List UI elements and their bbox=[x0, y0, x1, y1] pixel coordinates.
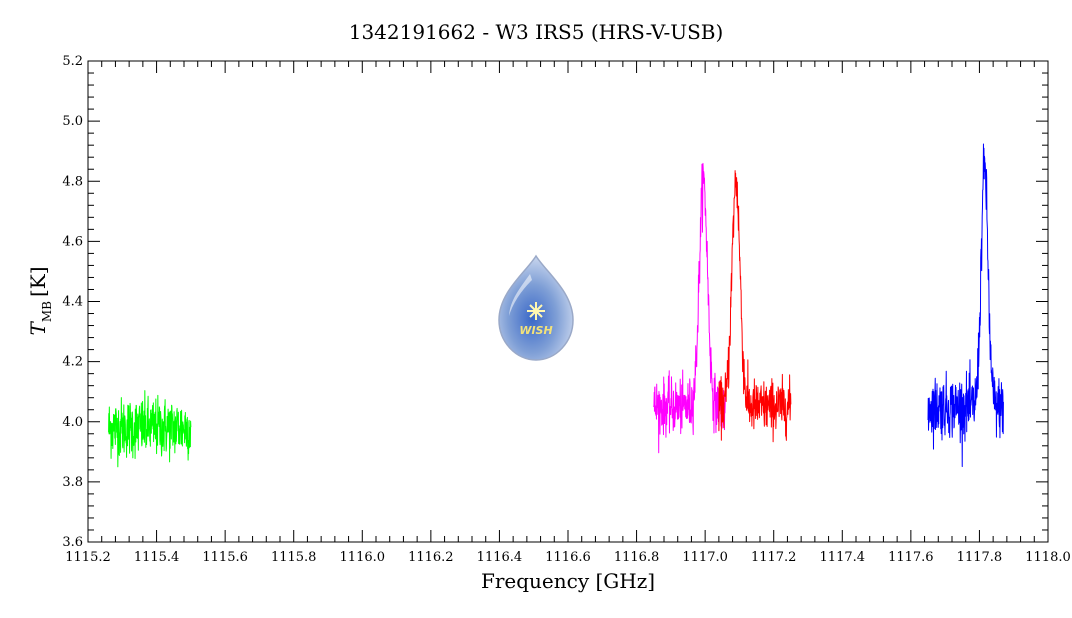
y-axis-label-main: T bbox=[26, 321, 50, 336]
x-tick-label: 1115.4 bbox=[134, 550, 180, 565]
spectrum-series-3 bbox=[718, 170, 792, 443]
x-tick-label: 1117.8 bbox=[957, 550, 1003, 565]
spectrum-series-2 bbox=[653, 162, 727, 454]
x-tick-label: 1117.2 bbox=[751, 550, 797, 565]
y-tick-label: 4.0 bbox=[62, 415, 83, 430]
x-tick-label: 1115.2 bbox=[65, 550, 111, 565]
y-tick-label: 4.4 bbox=[62, 295, 83, 310]
series-layer bbox=[108, 143, 1004, 468]
x-axis-label: Frequency [GHz] bbox=[481, 569, 655, 593]
x-tick-label: 1116.2 bbox=[408, 550, 454, 565]
x-tick-label: 1117.6 bbox=[888, 550, 934, 565]
spectrum-series-4 bbox=[927, 143, 1004, 468]
x-tick-label: 1117.0 bbox=[682, 550, 728, 565]
y-axis-label-subscript: MB bbox=[40, 301, 54, 322]
spectrum-series-1 bbox=[108, 390, 192, 468]
y-tick-label: 4.6 bbox=[62, 234, 83, 249]
y-tick-label: 3.8 bbox=[62, 475, 83, 490]
wish-logo-text: WISH bbox=[519, 324, 552, 337]
x-axis: 1115.2 1115.4 1115.6 1115.8 1116.0 1116.2 1116… bbox=[65, 61, 1071, 565]
y-tick-label: 4.2 bbox=[62, 355, 83, 370]
chart-title: 1342191662 - W3 IRS5 (HRS-V-USB) bbox=[349, 20, 724, 44]
y-tick-label: 3.6 bbox=[62, 535, 83, 550]
y-axis: 3.6 3.8 4.0 4.2 4.4 4.6 4.8 5.0 5.2 bbox=[62, 54, 1048, 550]
x-tick-label: 1118.0 bbox=[1025, 550, 1071, 565]
x-tick-label: 1117.4 bbox=[820, 550, 866, 565]
x-tick-label: 1116.0 bbox=[340, 550, 386, 565]
star-icon bbox=[527, 302, 545, 320]
x-tick-label: 1116.8 bbox=[614, 550, 660, 565]
y-tick-label: 5.2 bbox=[62, 54, 83, 69]
y-axis-label: TMB [K] bbox=[26, 267, 54, 336]
x-tick-label: 1115.8 bbox=[271, 550, 317, 565]
y-tick-label: 4.8 bbox=[62, 174, 83, 189]
wish-logo: WISH bbox=[498, 254, 574, 361]
x-tick-label: 1116.6 bbox=[545, 550, 591, 565]
y-axis-label-unit: [K] bbox=[26, 267, 50, 298]
x-tick-label: 1116.4 bbox=[477, 550, 523, 565]
y-tick-label: 5.0 bbox=[62, 114, 83, 129]
x-tick-label: 1115.6 bbox=[202, 550, 248, 565]
